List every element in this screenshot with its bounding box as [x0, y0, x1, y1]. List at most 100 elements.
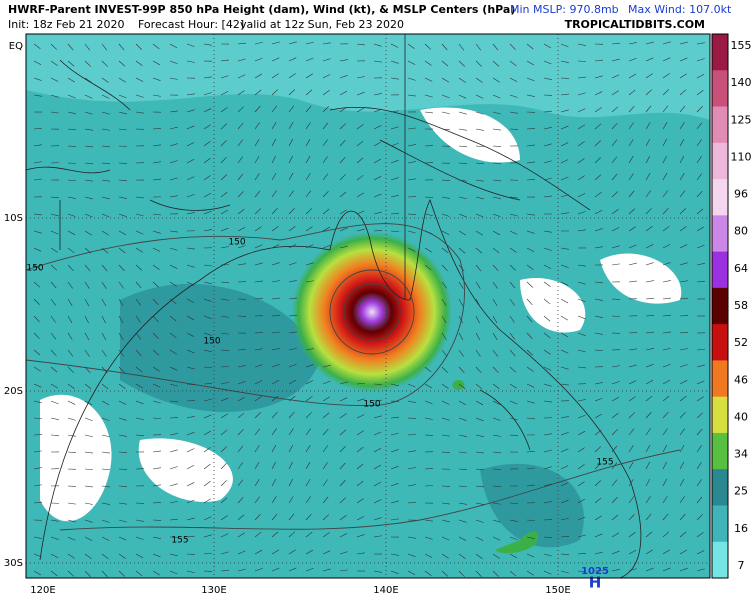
barb — [305, 496, 311, 504]
barb — [407, 570, 416, 576]
barb — [339, 227, 348, 232]
barb — [254, 364, 263, 368]
barb — [679, 531, 687, 538]
barb — [611, 396, 620, 402]
barb — [135, 213, 144, 217]
barb — [101, 77, 109, 83]
barb — [696, 74, 705, 79]
barb — [118, 383, 126, 389]
barb — [526, 247, 535, 252]
barb — [424, 94, 433, 98]
barb — [594, 497, 602, 504]
barb — [628, 208, 636, 215]
barb — [288, 262, 297, 266]
barb — [339, 429, 347, 436]
barb — [441, 43, 448, 51]
barb — [475, 383, 483, 390]
barb — [186, 60, 195, 63]
barb — [33, 230, 42, 234]
barb — [186, 93, 195, 96]
barb — [526, 178, 535, 181]
barb — [662, 225, 670, 232]
barb — [628, 479, 634, 487]
barb — [186, 125, 195, 130]
barb — [186, 332, 195, 337]
barb — [441, 247, 449, 254]
barb — [220, 315, 229, 318]
barb — [679, 412, 686, 419]
barb — [288, 208, 295, 215]
barb — [50, 366, 58, 373]
barb — [475, 434, 484, 438]
barb — [594, 192, 602, 198]
barb — [271, 73, 279, 79]
barb — [271, 461, 276, 470]
barb — [254, 89, 262, 96]
barb — [543, 230, 552, 233]
barb — [254, 445, 260, 453]
barb — [288, 105, 295, 113]
barb — [628, 89, 636, 96]
barb — [509, 43, 516, 50]
barb — [339, 139, 346, 147]
barb — [67, 553, 75, 559]
barb — [220, 463, 227, 470]
barb — [509, 298, 515, 306]
barb — [33, 315, 40, 323]
barb — [271, 208, 278, 215]
barb — [254, 105, 261, 113]
barb — [628, 226, 636, 232]
barb — [33, 247, 42, 252]
barb — [356, 446, 364, 453]
barb — [577, 481, 585, 487]
barb — [203, 210, 212, 215]
barb — [526, 94, 535, 97]
barb — [339, 191, 347, 198]
barb — [50, 111, 59, 114]
barb — [254, 496, 260, 504]
barb — [288, 379, 297, 385]
barb — [662, 549, 670, 555]
barb — [101, 94, 110, 99]
barb — [407, 501, 416, 504]
barb — [509, 332, 515, 340]
barb — [390, 110, 399, 113]
barb — [33, 178, 42, 181]
barb — [475, 298, 481, 307]
barb — [424, 400, 433, 405]
colorbar-label: 110 — [731, 150, 752, 163]
barb — [645, 226, 653, 232]
barb — [696, 208, 704, 215]
barb — [84, 570, 91, 577]
lat-label: 30S — [4, 558, 23, 569]
barb — [118, 43, 125, 51]
barb — [577, 193, 586, 198]
barb — [203, 349, 212, 353]
barb — [543, 449, 552, 453]
barb — [322, 226, 331, 232]
barb — [390, 142, 399, 147]
barb — [475, 553, 483, 560]
barb — [594, 228, 603, 232]
barb — [271, 478, 277, 487]
barb — [560, 349, 569, 354]
barb — [186, 465, 195, 470]
barb — [84, 332, 90, 341]
barb — [679, 478, 685, 487]
barb — [475, 77, 483, 83]
barb — [662, 89, 670, 96]
barb — [135, 43, 142, 50]
barb — [152, 298, 159, 306]
barb — [543, 466, 552, 470]
barb — [441, 298, 447, 306]
barb — [356, 43, 365, 46]
barb — [611, 263, 620, 266]
barb — [373, 399, 382, 402]
barb — [577, 175, 585, 181]
barb — [509, 502, 518, 504]
barb — [475, 570, 482, 577]
barb — [696, 139, 702, 147]
barb — [645, 496, 651, 504]
barb — [271, 364, 280, 368]
barb — [203, 447, 211, 453]
